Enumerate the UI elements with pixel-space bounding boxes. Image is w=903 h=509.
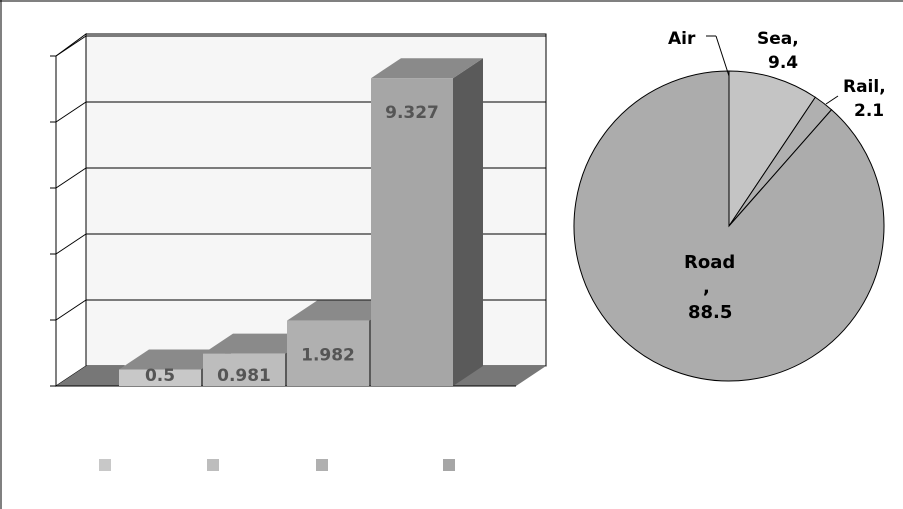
bar-side-face: [453, 58, 483, 387]
bar-top-face: [371, 58, 483, 79]
pie-label-rail: Rail,: [843, 77, 886, 97]
bar-front-face: [203, 353, 285, 386]
side-gridline: [55, 101, 87, 123]
bar-data-label: 0.5: [145, 366, 175, 386]
bar-chart: 0.5 0.981 1.982 9.327: [50, 33, 547, 471]
side-gridline: [55, 233, 87, 255]
side-gridline: [55, 299, 87, 321]
bar-front-face: [119, 369, 201, 386]
side-gridline: [55, 35, 87, 57]
legend-swatch: [207, 459, 219, 471]
pie-label-road-comma: ,: [703, 277, 710, 298]
pie-slice-sea: [728, 70, 817, 228]
pie-label-sea: Sea,: [757, 29, 799, 49]
pie-slice-road: [573, 70, 885, 382]
y-axis-ticks: [50, 55, 56, 387]
legend-swatch: [443, 459, 455, 471]
bar: 9.327: [371, 58, 483, 387]
pie-value-rail: 2.1: [854, 101, 884, 121]
pie-label-road: Road: [684, 252, 735, 273]
pie-value-sea: 9.4: [768, 53, 798, 73]
legend-swatch: [316, 459, 328, 471]
pie-label-air: Air: [668, 29, 696, 49]
pie-value-road: 88.5: [688, 302, 732, 323]
bar-data-label: 9.327: [385, 103, 439, 123]
bar-front-face: [287, 320, 369, 386]
bar-data-label: 1.982: [301, 346, 355, 366]
pie-slices: [573, 70, 885, 382]
legend-swatch: [99, 459, 111, 471]
air-leader-line-drop: [715, 35, 730, 77]
bar-data-label: 0.981: [217, 366, 271, 386]
rail-leader-line: [825, 95, 839, 105]
side-gridline: [55, 167, 87, 189]
legend: [99, 459, 455, 471]
pie-chart: Air Sea, 9.4 Rail, 2.1 Road , 88.5: [573, 29, 886, 382]
bar-series: 0.5 0.981 1.982 9.327: [119, 58, 483, 387]
plot-side-wall: [55, 33, 87, 387]
bar-front-face: [371, 78, 453, 387]
